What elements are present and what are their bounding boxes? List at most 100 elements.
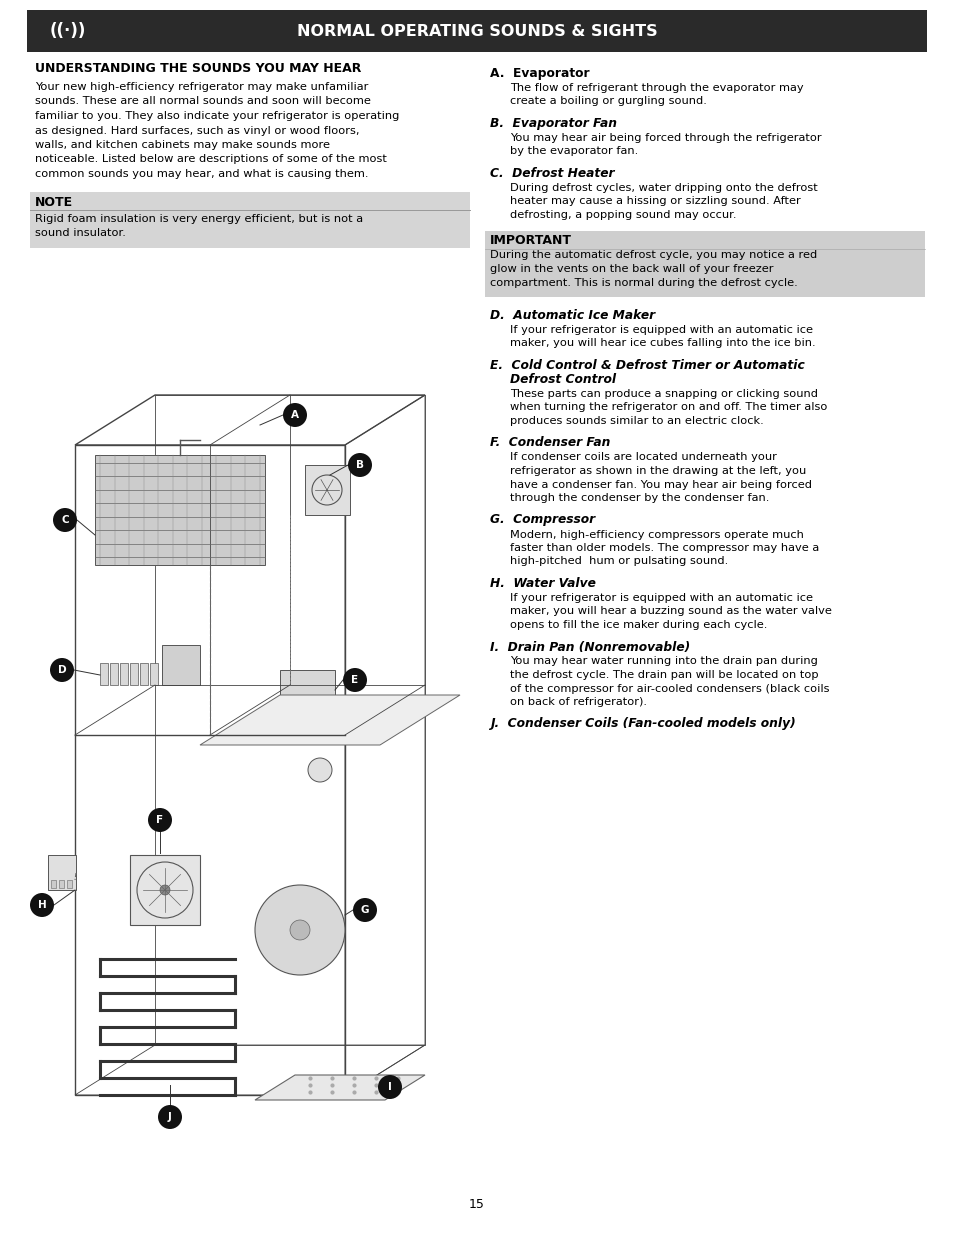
- Text: G: G: [360, 905, 369, 915]
- Text: A: A: [291, 410, 298, 420]
- Text: NOTE: NOTE: [35, 196, 73, 210]
- Text: glow in the vents on the back wall of your freezer: glow in the vents on the back wall of yo…: [490, 264, 773, 274]
- Text: Modern, high-efficiency compressors operate much: Modern, high-efficiency compressors oper…: [510, 530, 803, 540]
- Text: Your new high-efficiency refrigerator may make unfamiliar: Your new high-efficiency refrigerator ma…: [35, 82, 368, 91]
- Text: D: D: [57, 664, 67, 676]
- Text: as designed. Hard surfaces, such as vinyl or wood floors,: as designed. Hard surfaces, such as viny…: [35, 126, 359, 136]
- Bar: [67, 881, 71, 888]
- Text: create a boiling or gurgling sound.: create a boiling or gurgling sound.: [510, 96, 706, 106]
- Circle shape: [158, 1105, 182, 1129]
- Circle shape: [308, 758, 332, 782]
- Text: produces sounds similar to an electric clock.: produces sounds similar to an electric c…: [510, 416, 763, 426]
- Text: maker, you will hear a buzzing sound as the water valve: maker, you will hear a buzzing sound as …: [510, 606, 831, 616]
- Circle shape: [160, 885, 170, 895]
- Bar: [59, 881, 64, 888]
- Text: During the automatic defrost cycle, you may notice a red: During the automatic defrost cycle, you …: [490, 251, 817, 261]
- Text: F: F: [156, 815, 163, 825]
- Polygon shape: [48, 855, 76, 890]
- Text: B.  Evaporator Fan: B. Evaporator Fan: [490, 117, 617, 130]
- Polygon shape: [200, 695, 459, 745]
- Polygon shape: [162, 645, 200, 685]
- Circle shape: [50, 658, 74, 682]
- Text: ((·)): ((·)): [50, 22, 86, 40]
- Polygon shape: [305, 466, 350, 515]
- Text: familiar to you. They also indicate your refrigerator is operating: familiar to you. They also indicate your…: [35, 111, 399, 121]
- Circle shape: [53, 508, 77, 532]
- Text: J.  Condenser Coils (Fan-cooled models only): J. Condenser Coils (Fan-cooled models on…: [490, 718, 795, 730]
- Text: sounds. These are all normal sounds and soon will become: sounds. These are all normal sounds and …: [35, 96, 371, 106]
- Bar: [285, 695, 293, 700]
- Circle shape: [148, 808, 172, 832]
- Text: when turning the refrigerator on and off. The timer also: when turning the refrigerator on and off…: [510, 403, 826, 412]
- Polygon shape: [120, 663, 128, 685]
- Text: If condenser coils are located underneath your: If condenser coils are located underneat…: [510, 452, 776, 462]
- Polygon shape: [110, 663, 118, 685]
- Text: sound insulator.: sound insulator.: [35, 228, 126, 238]
- Circle shape: [30, 893, 54, 918]
- Text: You may hear air being forced through the refrigerator: You may hear air being forced through th…: [510, 133, 821, 143]
- Text: F.  Condenser Fan: F. Condenser Fan: [490, 436, 610, 450]
- Text: The flow of refrigerant through the evaporator may: The flow of refrigerant through the evap…: [510, 83, 802, 93]
- Text: noticeable. Listed below are descriptions of some of the most: noticeable. Listed below are description…: [35, 154, 387, 164]
- Text: C: C: [61, 515, 69, 525]
- Text: common sounds you may hear, and what is causing them.: common sounds you may hear, and what is …: [35, 169, 368, 179]
- Text: high-pitched  hum or pulsating sound.: high-pitched hum or pulsating sound.: [510, 557, 727, 567]
- Text: A.  Evaporator: A. Evaporator: [490, 67, 589, 80]
- Text: IMPORTANT: IMPORTANT: [490, 235, 572, 247]
- Text: refrigerator as shown in the drawing at the left, you: refrigerator as shown in the drawing at …: [510, 466, 805, 475]
- Text: B: B: [355, 459, 364, 471]
- Bar: [30, 191, 470, 247]
- Bar: [320, 695, 329, 700]
- Polygon shape: [150, 663, 158, 685]
- Text: J: J: [168, 1112, 172, 1123]
- Text: maker, you will hear ice cubes falling into the ice bin.: maker, you will hear ice cubes falling i…: [510, 338, 815, 348]
- Text: These parts can produce a snapping or clicking sound: These parts can produce a snapping or cl…: [510, 389, 817, 399]
- Text: NORMAL OPERATING SOUNDS & SIGHTS: NORMAL OPERATING SOUNDS & SIGHTS: [296, 23, 657, 38]
- Text: E.  Cold Control & Defrost Timer or Automatic: E. Cold Control & Defrost Timer or Autom…: [490, 359, 804, 372]
- Circle shape: [377, 1074, 401, 1099]
- Text: During defrost cycles, water dripping onto the defrost: During defrost cycles, water dripping on…: [510, 183, 817, 193]
- Polygon shape: [254, 1074, 424, 1100]
- Text: C.  Defrost Heater: C. Defrost Heater: [490, 167, 614, 180]
- Text: If your refrigerator is equipped with an automatic ice: If your refrigerator is equipped with an…: [510, 593, 812, 603]
- Polygon shape: [95, 454, 265, 564]
- Polygon shape: [100, 663, 108, 685]
- Text: UNDERSTANDING THE SOUNDS YOU MAY HEAR: UNDERSTANDING THE SOUNDS YOU MAY HEAR: [35, 62, 361, 75]
- Text: have a condenser fan. You may hear air being forced: have a condenser fan. You may hear air b…: [510, 479, 811, 489]
- Text: 15: 15: [469, 1198, 484, 1212]
- Circle shape: [254, 885, 345, 974]
- Text: E: E: [351, 676, 358, 685]
- Circle shape: [283, 403, 307, 427]
- Text: faster than older models. The compressor may have a: faster than older models. The compressor…: [510, 543, 819, 553]
- Bar: [27, 10, 926, 52]
- Text: by the evaporator fan.: by the evaporator fan.: [510, 147, 638, 157]
- Text: walls, and kitchen cabinets may make sounds more: walls, and kitchen cabinets may make sou…: [35, 140, 330, 149]
- Polygon shape: [130, 855, 200, 925]
- Polygon shape: [130, 663, 138, 685]
- Text: You may hear water running into the drain pan during: You may hear water running into the drai…: [510, 657, 817, 667]
- Text: H.  Water Valve: H. Water Valve: [490, 577, 596, 590]
- Text: of the compressor for air-cooled condensers (black coils: of the compressor for air-cooled condens…: [510, 683, 828, 694]
- Text: Defrost Control: Defrost Control: [510, 373, 616, 387]
- Text: D.  Automatic Ice Maker: D. Automatic Ice Maker: [490, 309, 655, 322]
- Text: If your refrigerator is equipped with an automatic ice: If your refrigerator is equipped with an…: [510, 325, 812, 335]
- Text: I.  Drain Pan (Nonremovable): I. Drain Pan (Nonremovable): [490, 641, 690, 653]
- Bar: [309, 695, 316, 700]
- Bar: [484, 231, 924, 296]
- Text: Rigid foam insulation is very energy efficient, but is not a: Rigid foam insulation is very energy eff…: [35, 214, 363, 224]
- Text: defrosting, a popping sound may occur.: defrosting, a popping sound may occur.: [510, 210, 736, 220]
- Text: heater may cause a hissing or sizzling sound. After: heater may cause a hissing or sizzling s…: [510, 196, 800, 206]
- Text: G.  Compressor: G. Compressor: [490, 514, 595, 526]
- Polygon shape: [280, 671, 335, 705]
- Bar: [296, 695, 305, 700]
- Text: H: H: [37, 900, 47, 910]
- Circle shape: [290, 920, 310, 940]
- Text: compartment. This is normal during the defrost cycle.: compartment. This is normal during the d…: [490, 278, 797, 288]
- Bar: [51, 881, 56, 888]
- Text: I: I: [388, 1082, 392, 1092]
- Text: through the condenser by the condenser fan.: through the condenser by the condenser f…: [510, 493, 768, 503]
- Text: on back of refrigerator).: on back of refrigerator).: [510, 697, 646, 706]
- Circle shape: [348, 453, 372, 477]
- Circle shape: [343, 668, 367, 692]
- Polygon shape: [140, 663, 148, 685]
